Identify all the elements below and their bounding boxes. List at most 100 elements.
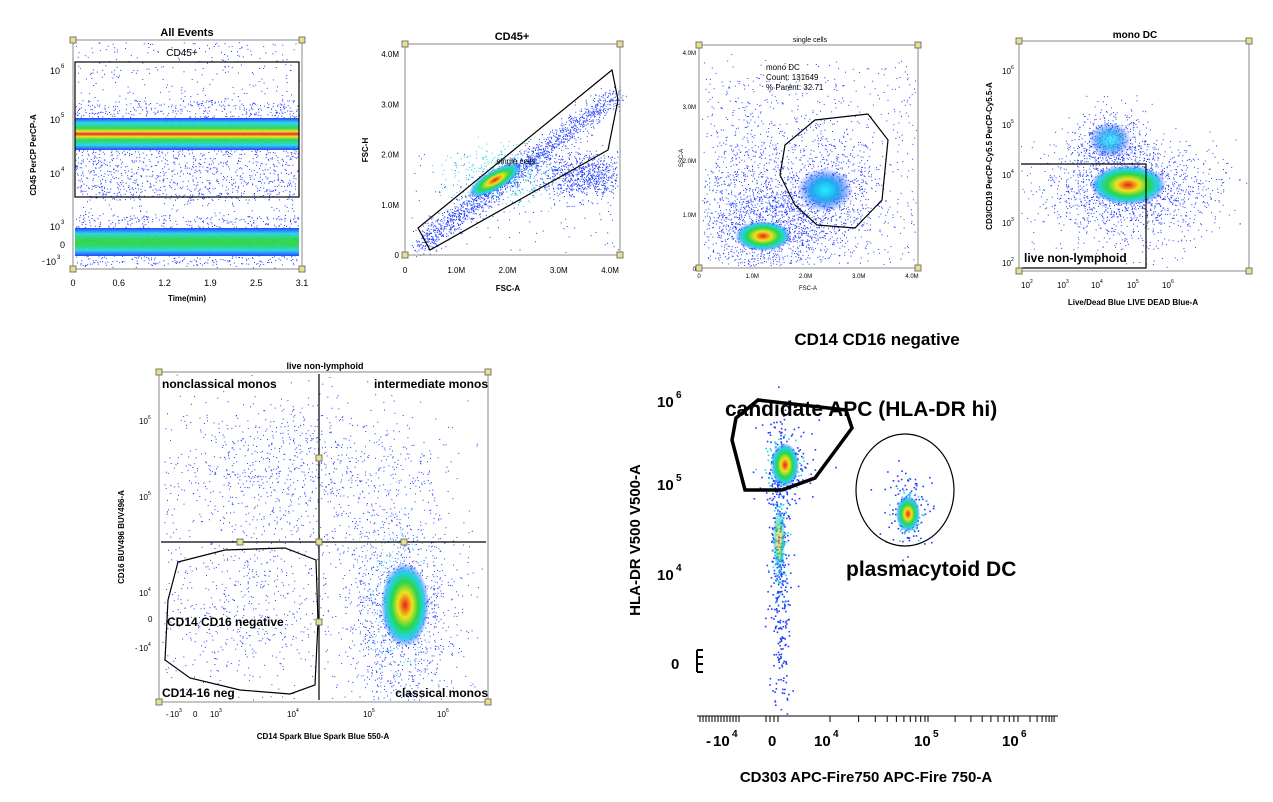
event-dot [224,100,226,102]
event-dot [212,200,214,202]
event-dot [174,259,176,261]
event-dot [80,187,82,189]
event-dot [581,169,582,171]
event-dot [561,139,563,141]
event-dot [133,70,135,71]
event-dot [589,173,591,175]
event-dot [165,197,167,199]
event-dot [237,72,239,74]
event-dot [81,151,83,153]
p1-x-ticks: 0 0.6 1.2 1.9 2.5 3.1 [70,278,308,288]
event-dot [145,224,147,226]
event-dot [157,110,159,112]
event-dot [594,175,596,177]
event-dot [99,157,101,158]
event-dot [145,102,147,104]
event-dot [142,226,144,228]
event-dot [225,162,226,164]
event-dot [452,213,454,215]
event-dot [436,244,438,246]
event-dot [186,224,188,226]
event-dot [283,181,285,183]
event-dot [538,165,540,167]
event-dot [601,174,603,176]
event-dot [421,230,423,232]
event-dot [578,123,580,125]
event-dot [440,223,442,225]
event-dot [543,150,545,152]
event-dot [568,119,570,121]
event-dot [595,94,597,96]
event-dot [137,185,139,187]
event-dot [458,212,460,213]
event-dot [587,130,589,132]
p1-handle[interactable] [298,265,306,273]
event-dot [599,116,600,118]
event-dot [265,223,267,224]
event-dot [563,131,565,133]
event-dot [546,146,548,148]
p1-gate-cd45[interactable] [74,61,300,198]
event-dot [613,108,614,110]
event-dot [286,59,288,61]
event-dot [579,158,581,160]
event-dot [81,224,83,226]
event-dot [180,104,182,106]
event-dot [102,194,104,196]
event-dot [255,263,257,265]
event-dot [230,150,232,152]
event-dot [467,204,469,206]
event-dot [88,212,90,214]
event-dot [418,244,420,246]
event-dot [100,166,102,168]
event-dot [209,256,211,258]
event-dot [269,189,271,191]
event-dot [589,187,591,189]
event-dot [202,68,204,69]
event-dot [598,165,600,167]
event-dot [105,258,107,259]
event-dot [121,174,123,176]
event-dot [76,45,77,47]
event-dot [283,108,285,110]
event-dot [451,218,453,220]
event-dot [481,207,482,209]
event-dot [588,179,590,181]
p1-handle[interactable] [69,265,77,273]
event-dot [579,110,581,112]
event-dot [158,153,160,155]
event-dot [224,60,226,62]
p1-ytick-exp: 3 [57,255,61,261]
p1-ytick: 0 [60,240,65,250]
event-dot [548,175,549,177]
p1-handle[interactable] [69,36,77,44]
event-dot [571,126,573,128]
event-dot [90,225,92,227]
event-dot [171,226,173,228]
event-dot [83,206,85,208]
event-dot [258,181,260,183]
event-dot [258,109,260,110]
event-dot [136,157,138,159]
event-dot [198,217,200,219]
event-dot [222,259,224,261]
event-dot [568,181,570,182]
event-dot [169,198,171,200]
event-dot [569,195,571,197]
event-dot [611,99,613,101]
event-dot [87,258,89,260]
event-dot [271,261,272,263]
event-dot [222,179,224,181]
event-dot [243,193,245,195]
event-dot [132,182,134,184]
event-dot [211,216,213,218]
event-dot [186,110,188,112]
event-dot [253,169,255,171]
event-dot [75,164,77,166]
event-dot [173,204,174,206]
event-dot [492,192,494,194]
event-dot [252,183,254,185]
event-dot [123,185,124,187]
p1-handle[interactable] [298,36,306,44]
event-dot [459,224,461,226]
